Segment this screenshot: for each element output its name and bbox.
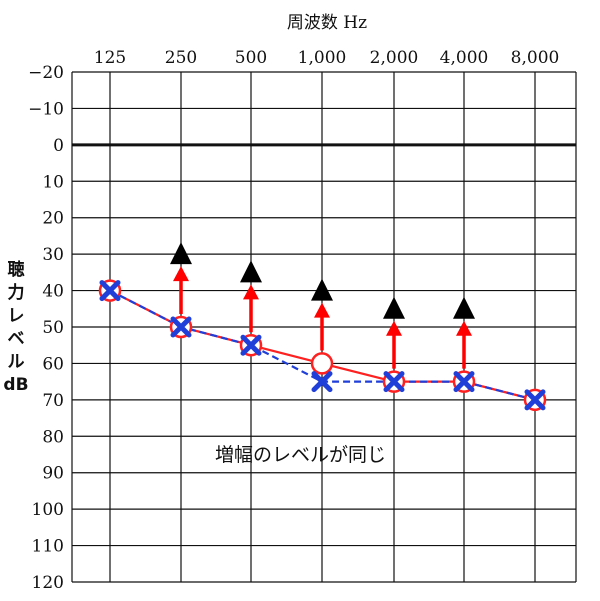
y-label-char: 聴: [8, 260, 25, 280]
y-tick-label: 10: [42, 172, 64, 192]
y-tick-label: −20: [28, 63, 64, 83]
y-label-char: dB: [3, 375, 28, 395]
chart-title: 周波数 Hz: [287, 13, 367, 33]
x-tick-label: 250: [165, 48, 197, 68]
compare-x-marker: [383, 371, 405, 393]
x-tick-labels: 125 250 500 1,000 2,000 4,000 8,000: [94, 48, 560, 68]
series-markers: [98, 242, 547, 412]
y-tick-label: 40: [42, 282, 64, 302]
compare-x-marker: [240, 334, 262, 356]
y-label-char: ベ: [8, 329, 25, 349]
gain-arrow-head: [456, 320, 472, 336]
y-label-char: レ: [8, 306, 25, 326]
aided-triangle-marker: [311, 278, 333, 301]
x-tick-label: 4,000: [440, 48, 489, 68]
gain-arrow-head: [173, 266, 189, 282]
aided-triangle-marker: [383, 296, 405, 319]
y-label-char: 力: [8, 282, 25, 303]
y-tick-label: 50: [42, 318, 64, 338]
x-tick-label: 1,000: [298, 48, 347, 68]
y-tick-label: 90: [42, 464, 64, 484]
y-tick-labels: −20 −10 0 10 20 30 40 50 60 70 80 90 100 110 120: [28, 63, 64, 593]
y-tick-label: 60: [42, 354, 64, 374]
unaided-circle-marker: [310, 352, 334, 375]
y-tick-label: 0: [53, 136, 64, 156]
gain-arrow-head: [386, 320, 402, 336]
x-tick-label: 500: [235, 48, 267, 68]
grid: [71, 71, 577, 583]
compare-x-marker: [453, 371, 475, 393]
compare-x-marker: [99, 280, 121, 302]
annotation: 増幅のレベルが同じ: [215, 444, 386, 466]
gain-arrows: [173, 266, 472, 369]
y-tick-label: 80: [42, 427, 64, 447]
x-tick-label: 8,000: [511, 48, 560, 68]
y-tick-label: −10: [28, 99, 64, 119]
x-tick-label: 125: [94, 48, 126, 68]
y-tick-label: 120: [32, 573, 64, 593]
compare-x-marker: [524, 389, 546, 411]
y-tick-label: 20: [42, 209, 64, 229]
y-tick-label: 100: [32, 500, 64, 520]
compare-x-marker: [170, 316, 192, 338]
x-tick-label: 2,000: [370, 48, 419, 68]
gain-arrow-head: [314, 302, 330, 318]
aided-triangle-marker: [453, 296, 475, 319]
y-tick-label: 110: [32, 537, 64, 557]
y-tick-label: 30: [42, 245, 64, 265]
gain-arrow-head: [243, 284, 259, 300]
compare-x-marker: [311, 371, 333, 393]
aided-triangle-marker: [240, 260, 262, 283]
y-tick-label: 70: [42, 391, 64, 411]
aided-triangle-marker: [170, 242, 192, 265]
y-label-char: ル: [8, 352, 25, 372]
